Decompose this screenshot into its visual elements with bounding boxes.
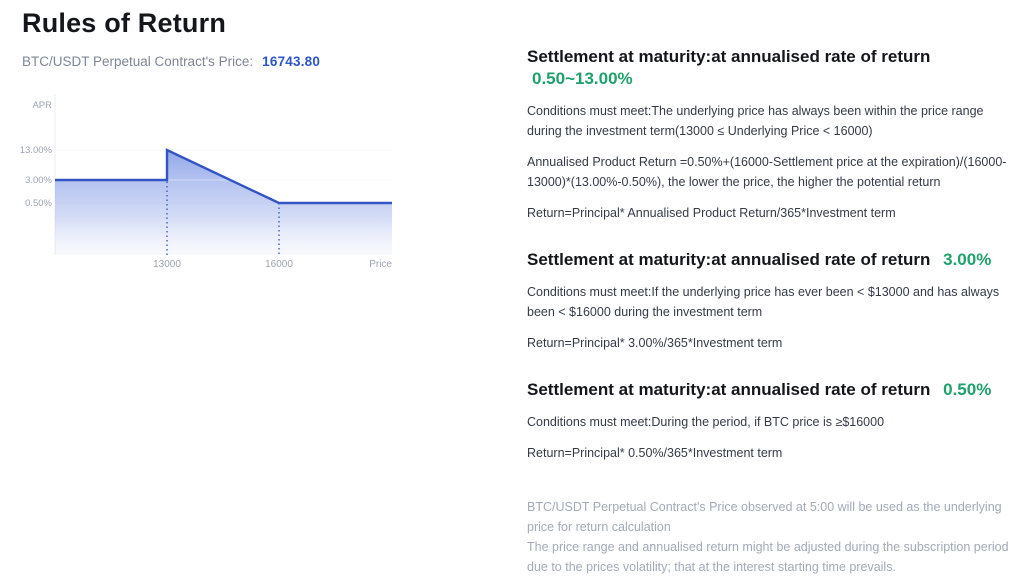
section-body: Conditions must meet:During the period, … (527, 412, 1015, 463)
left-column: Rules of Return BTC/USDT Perpetual Contr… (22, 8, 502, 69)
rate-badge: 0.50% (943, 380, 992, 399)
return-formula-text: Return=Principal* 0.50%/365*Investment t… (527, 446, 783, 460)
footnotes: BTC/USDT Perpetual Contract's Price obse… (527, 497, 1015, 577)
apr-price-chart: APR 13.00% 3.00% 0.50% 13000 16000 Price (8, 88, 408, 280)
settlement-rules-column: Settlement at maturity:at annualised rat… (527, 46, 1015, 577)
footnote-adjustment: The price range and annualised return mi… (527, 540, 1009, 574)
rate-badge: 0.50~13.00% (532, 69, 633, 88)
footnote-observation: BTC/USDT Perpetual Contract's Price obse… (527, 500, 1002, 534)
section-body: Conditions must meet:If the underlying p… (527, 282, 1015, 353)
settlement-section-low: Settlement at maturity:at annualised rat… (527, 379, 1015, 463)
settlement-section-range: Settlement at maturity:at annualised rat… (527, 46, 1015, 223)
y-tick-05: 0.50% (25, 198, 52, 209)
contract-price-row: BTC/USDT Perpetual Contract's Price: 167… (22, 54, 502, 69)
payoff-line (55, 148, 392, 205)
y-axis-title: APR (32, 100, 52, 111)
rules-of-return-page: Rules of Return BTC/USDT Perpetual Contr… (8, 8, 1009, 574)
return-formula-text: Return=Principal* 3.00%/365*Investment t… (527, 336, 783, 350)
return-formula-text: Return=Principal* Annualised Product Ret… (527, 206, 896, 220)
section-heading: Settlement at maturity:at annualised rat… (527, 46, 1015, 90)
page-title: Rules of Return (22, 8, 227, 38)
conditions-text: Conditions must meet:The underlying pric… (527, 104, 984, 138)
section-heading: Settlement at maturity:at annualised rat… (527, 379, 1015, 401)
y-tick-13: 13.00% (20, 145, 53, 156)
contract-price-value: 16743.80 (262, 54, 321, 69)
section-heading-text: Settlement at maturity:at annualised rat… (527, 250, 931, 269)
section-heading-text: Settlement at maturity:at annualised rat… (527, 380, 931, 399)
contract-price-label: BTC/USDT Perpetual Contract's Price: (22, 54, 254, 69)
formula-text: Annualised Product Return =0.50%+(16000-… (527, 155, 1007, 189)
section-heading: Settlement at maturity:at annualised rat… (527, 249, 1015, 271)
x-tick-16000: 16000 (265, 259, 293, 270)
rate-badge: 3.00% (943, 250, 992, 269)
x-tick-13000: 13000 (153, 259, 181, 270)
settlement-section-mid: Settlement at maturity:at annualised rat… (527, 249, 1015, 353)
payoff-area-fill (55, 150, 392, 255)
y-tick-3: 3.00% (25, 175, 52, 186)
shark-fin-payoff-chart: APR 13.00% 3.00% 0.50% 13000 16000 Price (20, 94, 392, 270)
conditions-text: Conditions must meet:During the period, … (527, 415, 885, 429)
section-body: Conditions must meet:The underlying pric… (527, 101, 1015, 223)
x-axis-title: Price (369, 259, 392, 270)
conditions-text: Conditions must meet:If the underlying p… (527, 285, 1000, 319)
section-heading-text: Settlement at maturity:at annualised rat… (527, 47, 931, 66)
